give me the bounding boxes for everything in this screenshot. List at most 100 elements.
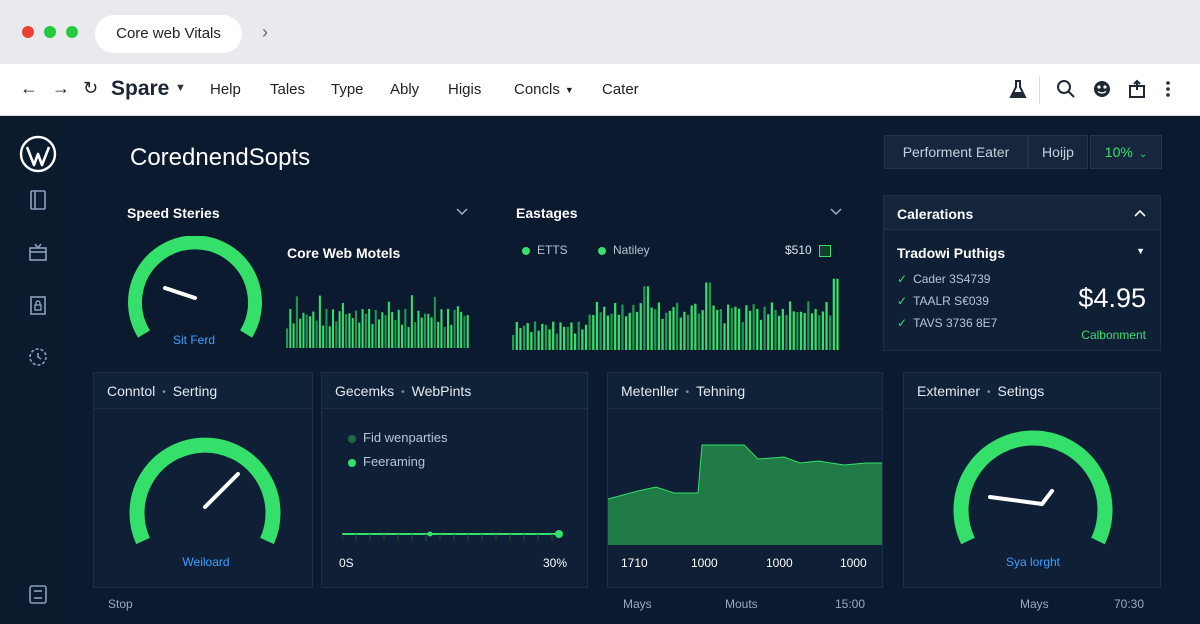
- gift-icon[interactable]: [26, 240, 50, 264]
- bar: [752, 304, 755, 350]
- footer-left-label: Stop: [108, 597, 133, 611]
- bar: [515, 321, 518, 350]
- panel-header: Conntol • Serting: [94, 373, 312, 409]
- search-icon[interactable]: [1055, 78, 1077, 100]
- window-maximize-dot[interactable]: [66, 26, 78, 38]
- chevron-up-icon[interactable]: [1134, 209, 1146, 217]
- slider-min-label: 0S: [339, 556, 354, 570]
- window-close-dot[interactable]: [22, 26, 34, 38]
- performance-filter-button[interactable]: Performent Eater: [884, 135, 1028, 169]
- panel-header-primary[interactable]: Gecemks: [335, 383, 395, 399]
- menu-item-tales[interactable]: Tales: [270, 81, 306, 98]
- bar: [665, 312, 668, 350]
- bar: [635, 311, 639, 350]
- clock-badge-icon[interactable]: [26, 345, 50, 369]
- bar: [825, 302, 828, 350]
- bar: [606, 315, 610, 350]
- panel-header-secondary[interactable]: Tehning: [696, 383, 746, 399]
- control-gauge: [129, 437, 281, 545]
- bar: [821, 311, 825, 350]
- document-lock-icon[interactable]: [26, 293, 50, 317]
- bar: [335, 321, 338, 348]
- eastages-value-text: $510: [785, 243, 812, 257]
- caret-down-icon[interactable]: ▼: [1136, 246, 1145, 256]
- legend-label: Natiley: [613, 243, 650, 257]
- bar: [683, 311, 686, 350]
- face-icon[interactable]: [1091, 78, 1113, 100]
- bar: [512, 335, 515, 350]
- bar: [792, 311, 795, 350]
- bar: [417, 310, 420, 348]
- panel-header-primary[interactable]: Metenller: [621, 383, 679, 399]
- sidebar: [0, 116, 76, 624]
- bar: [450, 324, 453, 348]
- chevron-down-icon[interactable]: [456, 208, 468, 216]
- menu-item-concls[interactable]: Concls ▼: [514, 81, 574, 98]
- help-button[interactable]: Hoijp: [1028, 135, 1088, 169]
- window-minimize-dot[interactable]: [44, 26, 56, 38]
- bar: [595, 301, 599, 350]
- brand-name[interactable]: Spare: [111, 77, 170, 100]
- panel-header-text: Gecemks • WebPints: [335, 383, 471, 399]
- core-web-motels-title: Core Web Motels: [287, 245, 401, 261]
- chevron-down-icon[interactable]: [830, 208, 842, 216]
- bar: [756, 309, 759, 350]
- exteminer-gauge-label: Sya lorght: [1005, 555, 1061, 569]
- more-vertical-icon[interactable]: [1157, 78, 1179, 100]
- panel-header-secondary[interactable]: Serting: [172, 383, 218, 399]
- panel-legend-item: Feeraming: [348, 454, 425, 469]
- forward-arrow-icon[interactable]: →: [52, 78, 70, 98]
- check-item-label: TAALR S€039: [913, 294, 989, 308]
- bar: [338, 311, 341, 348]
- page-title: CorednendSopts: [130, 144, 311, 171]
- exteminer-gauge-needle: [988, 495, 1044, 506]
- legend-dot: [598, 246, 606, 255]
- control-gauge-label: Weiloard: [182, 555, 230, 569]
- percent-value: 10%: [1104, 144, 1133, 160]
- bar: [302, 312, 305, 348]
- chevron-right-icon[interactable]: ›: [262, 22, 268, 42]
- menu-item-cater[interactable]: Cater: [602, 81, 639, 98]
- bar: [632, 304, 635, 350]
- area-axis-tick: 1000: [766, 556, 793, 570]
- panel-header-text: Conntol • Serting: [107, 383, 217, 399]
- bar: [694, 303, 697, 350]
- panel-header-primary[interactable]: Conntol: [107, 383, 156, 399]
- bar: [404, 308, 407, 348]
- bar: [741, 321, 744, 350]
- panel-header: Exteminer • Setings: [904, 373, 1160, 409]
- panel-exteminer: Exteminer • Setings Sya lorght: [903, 372, 1161, 588]
- check-icon: ✓: [897, 316, 908, 330]
- panel-header-secondary[interactable]: WebPints: [411, 383, 472, 399]
- percent-dropdown[interactable]: 10% ⌄: [1090, 135, 1162, 169]
- bar: [358, 322, 361, 348]
- progress-slider[interactable]: [342, 527, 564, 547]
- bar: [286, 328, 289, 348]
- book-icon[interactable]: [26, 188, 50, 212]
- panel-header-primary[interactable]: Exteminer: [917, 383, 981, 399]
- reload-icon[interactable]: ↻: [83, 78, 99, 98]
- bar: [391, 311, 394, 348]
- menu-item-help[interactable]: Help: [210, 81, 241, 98]
- wordpress-logo[interactable]: [19, 135, 57, 173]
- flask-icon[interactable]: [1007, 78, 1029, 100]
- chevron-down-icon: ⌄: [1138, 149, 1148, 160]
- bar: [424, 313, 427, 348]
- panel-header-secondary[interactable]: Setings: [997, 383, 1045, 399]
- bar: [463, 315, 466, 348]
- share-box-icon[interactable]: [1126, 78, 1148, 100]
- folder-icon[interactable]: [26, 582, 50, 606]
- menu-item-ably[interactable]: Ably: [390, 81, 420, 98]
- browser-tab[interactable]: Core web Vitals: [95, 15, 242, 53]
- bar: [581, 329, 584, 350]
- caret-down-icon[interactable]: ▼: [175, 82, 186, 94]
- bar: [299, 318, 302, 348]
- menu-item-higis[interactable]: Higis: [448, 81, 482, 98]
- bar: [544, 324, 548, 350]
- bar: [519, 328, 522, 350]
- back-arrow-icon[interactable]: ←: [20, 78, 38, 98]
- slider-handle[interactable]: [555, 530, 563, 538]
- bar: [610, 313, 613, 350]
- menu-item-type[interactable]: Type: [331, 81, 364, 98]
- bar: [410, 295, 413, 348]
